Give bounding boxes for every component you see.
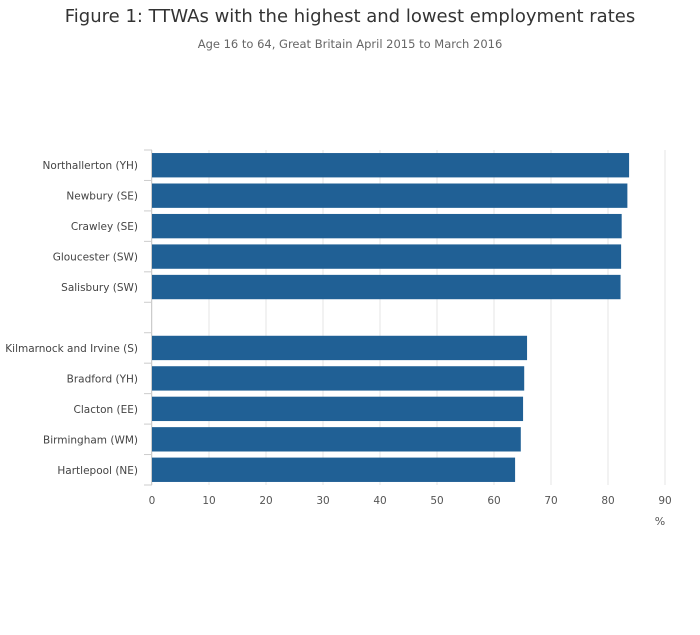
bar <box>152 427 521 452</box>
x-tick-label: 50 <box>430 495 443 507</box>
x-tick-label: 70 <box>544 495 557 507</box>
bar <box>152 457 516 482</box>
category-labels: Northallerton (YH) Newbury (SE) Crawley (S… <box>5 160 138 477</box>
chart-subtitle: Age 16 to 64, Great Britain April 2015 t… <box>197 37 503 51</box>
x-tick-label: 10 <box>202 495 215 507</box>
x-tick-label: 0 <box>149 495 156 507</box>
bar <box>152 153 630 178</box>
x-tick-labels: 0 10 20 30 40 50 60 70 80 90 <box>149 495 672 507</box>
x-tick-label: 90 <box>658 495 671 507</box>
x-tick-label: 30 <box>316 495 329 507</box>
x-axis-unit: % <box>655 515 665 528</box>
x-tick-label: 60 <box>487 495 500 507</box>
x-tick-label: 20 <box>259 495 272 507</box>
x-tick-label: 80 <box>601 495 614 507</box>
category-label: Newbury (SE) <box>66 191 138 203</box>
x-tick-label: 40 <box>373 495 386 507</box>
bar <box>152 335 528 361</box>
category-label: Salisbury (SW) <box>61 282 138 294</box>
bar <box>152 183 628 208</box>
category-axis <box>144 149 152 486</box>
bars <box>152 153 630 482</box>
category-label: Kilmarnock and Irvine (S) <box>5 343 138 355</box>
bar <box>152 396 524 422</box>
chart-title: Figure 1: TTWAs with the highest and low… <box>64 6 636 27</box>
bar <box>152 244 622 269</box>
bar <box>152 274 621 300</box>
category-label: Bradford (YH) <box>67 373 138 385</box>
category-label: Crawley (SE) <box>71 221 138 233</box>
bar <box>152 366 525 391</box>
category-label: Northallerton (YH) <box>43 160 138 172</box>
bar <box>152 213 622 239</box>
category-label: Clacton (EE) <box>74 404 138 416</box>
category-label: Gloucester (SW) <box>53 252 138 264</box>
category-label: Hartlepool (NE) <box>57 465 138 477</box>
category-label: Birmingham (WM) <box>43 434 138 446</box>
